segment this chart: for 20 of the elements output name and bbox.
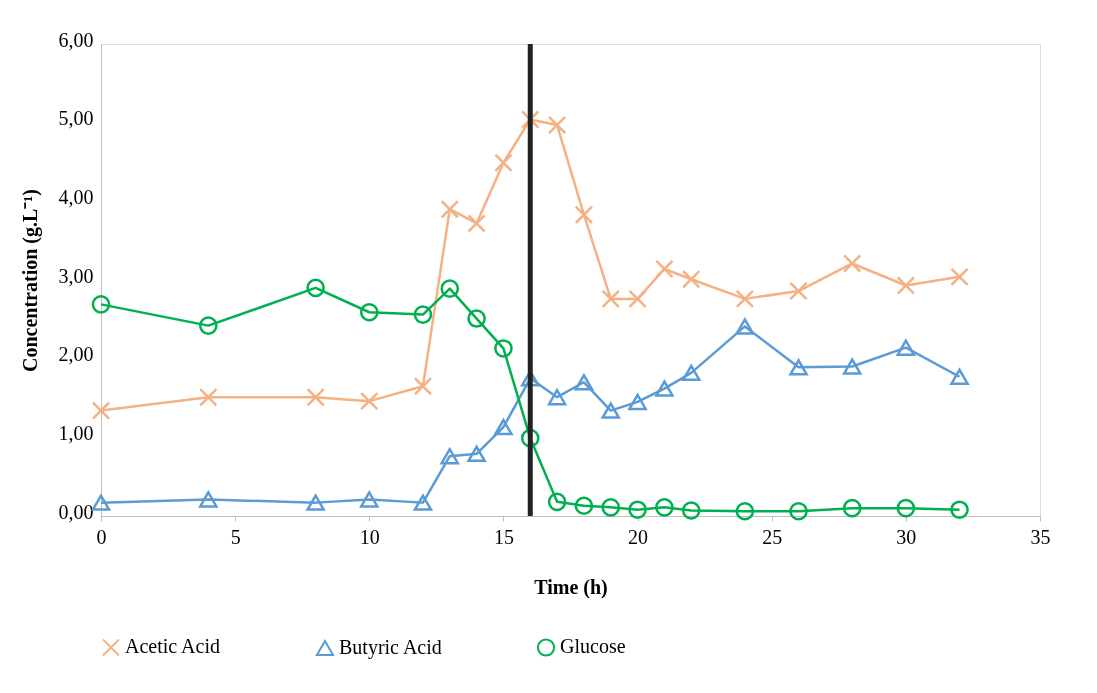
x-axis-title: Time (h): [534, 575, 608, 599]
y-tick-label: 0,00: [58, 500, 94, 523]
legend-label: Glucose: [560, 635, 626, 658]
legend-label: Butyric Acid: [339, 636, 442, 660]
x-tick-label: 0: [96, 525, 107, 548]
y-axis-title: Concentration (g.L⁻¹): [18, 189, 42, 372]
x-tick-label: 20: [628, 525, 649, 548]
y-tick-label: 2,00: [58, 343, 94, 366]
y-tick-label: 5,00: [58, 107, 94, 130]
legend-label: Acetic Acid: [125, 635, 220, 658]
y-tick-label: 6,00: [58, 28, 94, 51]
y-tick-label: 3,00: [58, 264, 94, 287]
x-tick-label: 25: [762, 525, 783, 548]
x-tick-label: 10: [359, 525, 380, 548]
y-tick-label: 4,00: [58, 185, 94, 208]
x-tick-label: 15: [493, 525, 514, 548]
y-tick-label: 1,00: [58, 421, 94, 444]
x-tick-label: 30: [896, 525, 917, 548]
x-tick-label: 35: [1030, 525, 1051, 548]
x-tick-label: 5: [230, 525, 241, 548]
